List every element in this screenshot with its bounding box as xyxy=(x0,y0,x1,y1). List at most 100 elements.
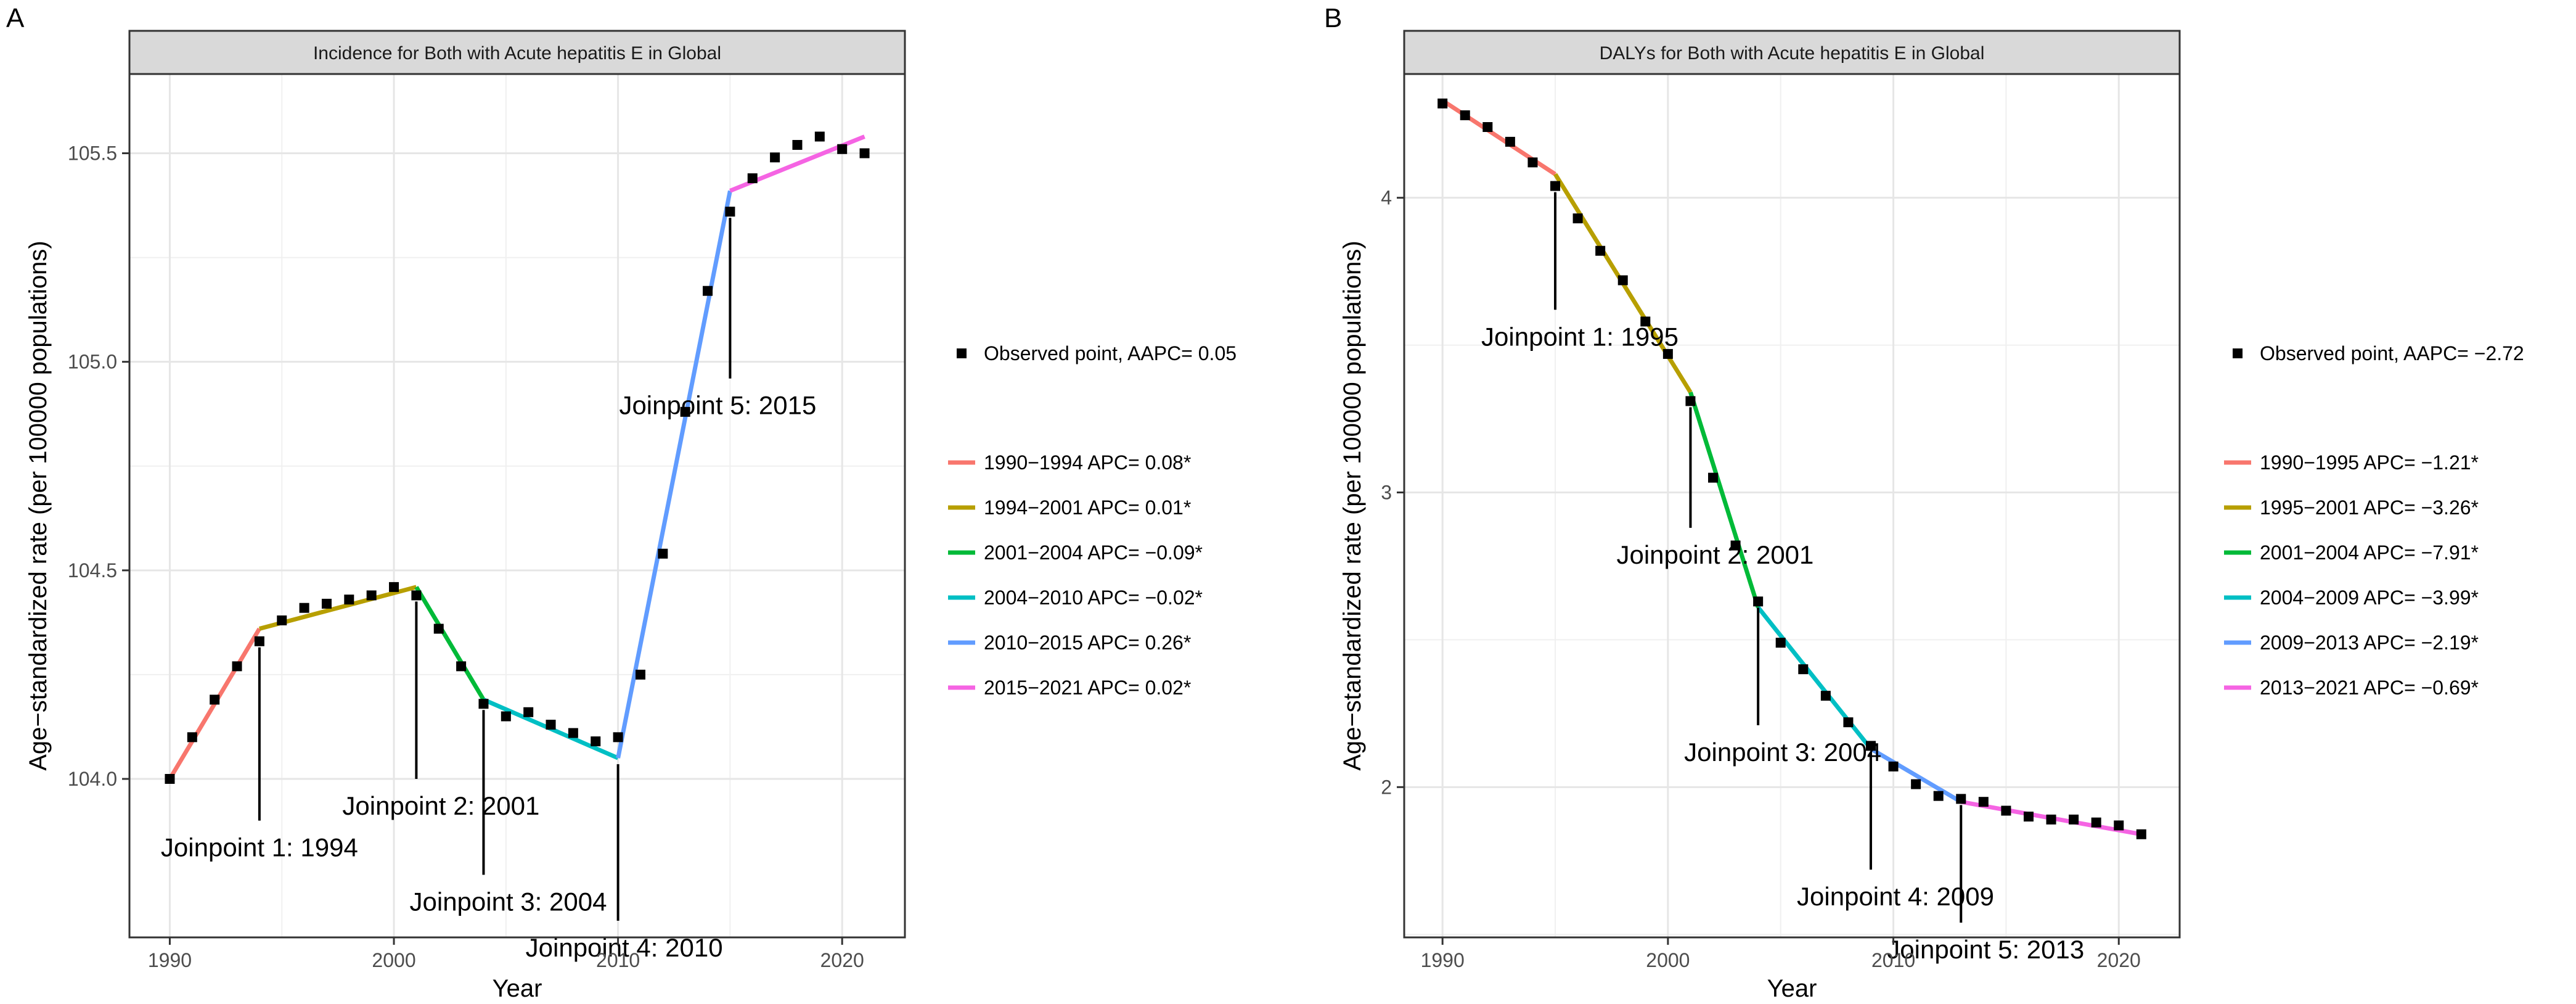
legend-segment-label-2: 1995−2001 APC= −3.26* xyxy=(2260,496,2479,519)
y-axis-title: Age−standardized rate (per 100000 popula… xyxy=(25,241,52,771)
facet-strip xyxy=(128,30,906,75)
observed-point xyxy=(1572,213,1583,224)
observed-point xyxy=(1798,664,1809,675)
observed-point xyxy=(568,728,578,738)
observed-point xyxy=(1956,794,1966,804)
chart-title: DALYs for Both with Acute hepatitis E in… xyxy=(1600,43,1985,64)
legend-segment-label-6: 2015−2021 APC= 0.02* xyxy=(984,677,1191,699)
plot-background xyxy=(1404,74,2180,937)
legend-observed-label: Observed point, AAPC= −2.72 xyxy=(2260,342,2524,364)
observed-point xyxy=(2136,829,2146,839)
observed-point xyxy=(770,152,780,163)
x-tick-label: 1990 xyxy=(1421,949,1465,971)
y-tick-label: 104.0 xyxy=(68,768,117,790)
observed-point xyxy=(725,207,735,217)
legend-segment-label-2: 1994−2001 APC= 0.01* xyxy=(984,496,1191,519)
observed-point xyxy=(2114,820,2124,831)
joinpoint-2-label: Joinpoint 2: 2001 xyxy=(1616,540,1813,569)
observed-point xyxy=(1617,275,1628,286)
observed-point xyxy=(254,636,264,646)
joinpoint-3-label: Joinpoint 3: 2004 xyxy=(410,887,607,916)
joinpoint-2-label: Joinpoint 2: 2001 xyxy=(342,791,539,820)
facet-strip xyxy=(1403,30,2181,75)
legend-observed-key xyxy=(957,348,967,358)
observed-point xyxy=(501,711,511,722)
legend-segment-label-3: 2001−2004 APC= −0.09* xyxy=(984,541,1203,564)
chart-panel-b: B DALYs for Both with Acute hepatitis E i… xyxy=(1324,3,2524,1002)
observed-point xyxy=(591,736,601,747)
observed-point xyxy=(2091,817,2101,828)
observed-point xyxy=(1865,741,1876,751)
segment-line-5 xyxy=(1870,747,1963,804)
panel-border xyxy=(1403,73,2181,939)
joinpoint-1-label: Joinpoint 1: 1994 xyxy=(161,833,358,862)
observed-point xyxy=(1978,797,1989,807)
observed-point xyxy=(1685,396,1696,406)
y-tick-label: 104.5 xyxy=(68,559,117,582)
observed-point xyxy=(1482,122,1493,133)
joinpoint-4-label: Joinpoint 4: 2009 xyxy=(1797,882,1994,911)
joinpoint-1-label: Joinpoint 1: 1995 xyxy=(1481,322,1678,351)
observed-point xyxy=(366,590,377,601)
joinpoint-3-label: Joinpoint 3: 2004 xyxy=(1684,738,1881,767)
legend: Observed point, AAPC= −2.72 1990−1995 APC… xyxy=(2224,342,2524,699)
observed-point xyxy=(814,131,825,142)
y-tick-label: 3 xyxy=(1381,481,1392,503)
y-axis-title: Age−standardized rate (per 100000 popula… xyxy=(1339,241,1366,771)
observed-point xyxy=(478,699,489,709)
panel-letter: B xyxy=(1324,3,1342,33)
legend-segment-label-1: 1990−1994 APC= 0.08* xyxy=(984,451,1191,474)
x-axis-title: Year xyxy=(493,975,542,1002)
chart-panel-a: A Incidence for Both with Acute hepatitis… xyxy=(6,3,1237,1002)
legend-segment-label-6: 2013−2021 APC= −0.69* xyxy=(2260,677,2479,699)
observed-point xyxy=(1640,316,1651,327)
y-tick-label: 105.5 xyxy=(68,142,117,165)
observed-point xyxy=(2046,814,2056,825)
x-tick-label: 2020 xyxy=(820,949,864,971)
observed-point xyxy=(658,548,668,559)
observed-point xyxy=(1662,348,1673,359)
legend-segment-label-3: 2001−2004 APC= −7.91* xyxy=(2260,541,2479,564)
observed-point xyxy=(613,732,623,743)
observed-point xyxy=(1820,691,1831,701)
x-tick-label: 2000 xyxy=(372,949,415,971)
observed-point xyxy=(1505,136,1515,147)
joinpoint-5-label: Joinpoint 5: 2015 xyxy=(619,391,816,420)
y-tick-label: 2 xyxy=(1381,776,1392,798)
observed-point xyxy=(792,139,803,150)
legend-segment-label-1: 1990−1995 APC= −1.21* xyxy=(2260,451,2479,474)
observed-point xyxy=(389,582,399,592)
chart-title: Incidence for Both with Acute hepatitis … xyxy=(313,43,721,64)
observed-point xyxy=(1933,791,1944,801)
panel-letter: A xyxy=(6,3,25,33)
observed-point xyxy=(546,720,556,730)
observed-point xyxy=(2023,812,2034,822)
observed-point xyxy=(187,732,197,743)
observed-point xyxy=(433,623,444,634)
observed-point xyxy=(1888,761,1899,772)
observed-point xyxy=(635,669,645,680)
observed-point xyxy=(1775,638,1786,648)
observed-point xyxy=(456,661,467,672)
observed-point xyxy=(1550,181,1561,191)
segment-line-3 xyxy=(414,586,486,701)
observed-point xyxy=(859,148,870,158)
observed-point xyxy=(232,661,242,672)
observed-point xyxy=(1843,717,1854,728)
observed-point xyxy=(1753,596,1764,607)
observed-point xyxy=(747,173,758,184)
legend-segment-label-4: 2004−2009 APC= −3.99* xyxy=(2260,586,2479,609)
legend-segment-label-4: 2004−2010 APC= −0.02* xyxy=(984,586,1203,609)
observed-point xyxy=(1527,157,1538,168)
observed-point xyxy=(1460,110,1470,120)
observed-point xyxy=(277,615,287,625)
observed-point xyxy=(1911,779,1921,789)
x-tick-label: 1990 xyxy=(148,949,192,971)
legend-observed-label: Observed point, AAPC= 0.05 xyxy=(984,342,1237,364)
joinpoint-5-label: Joinpoint 5: 2013 xyxy=(1887,935,2084,964)
y-tick-label: 105.0 xyxy=(68,351,117,373)
segment-line-3 xyxy=(1688,391,1760,608)
observed-point xyxy=(703,286,713,296)
observed-point xyxy=(680,406,690,417)
